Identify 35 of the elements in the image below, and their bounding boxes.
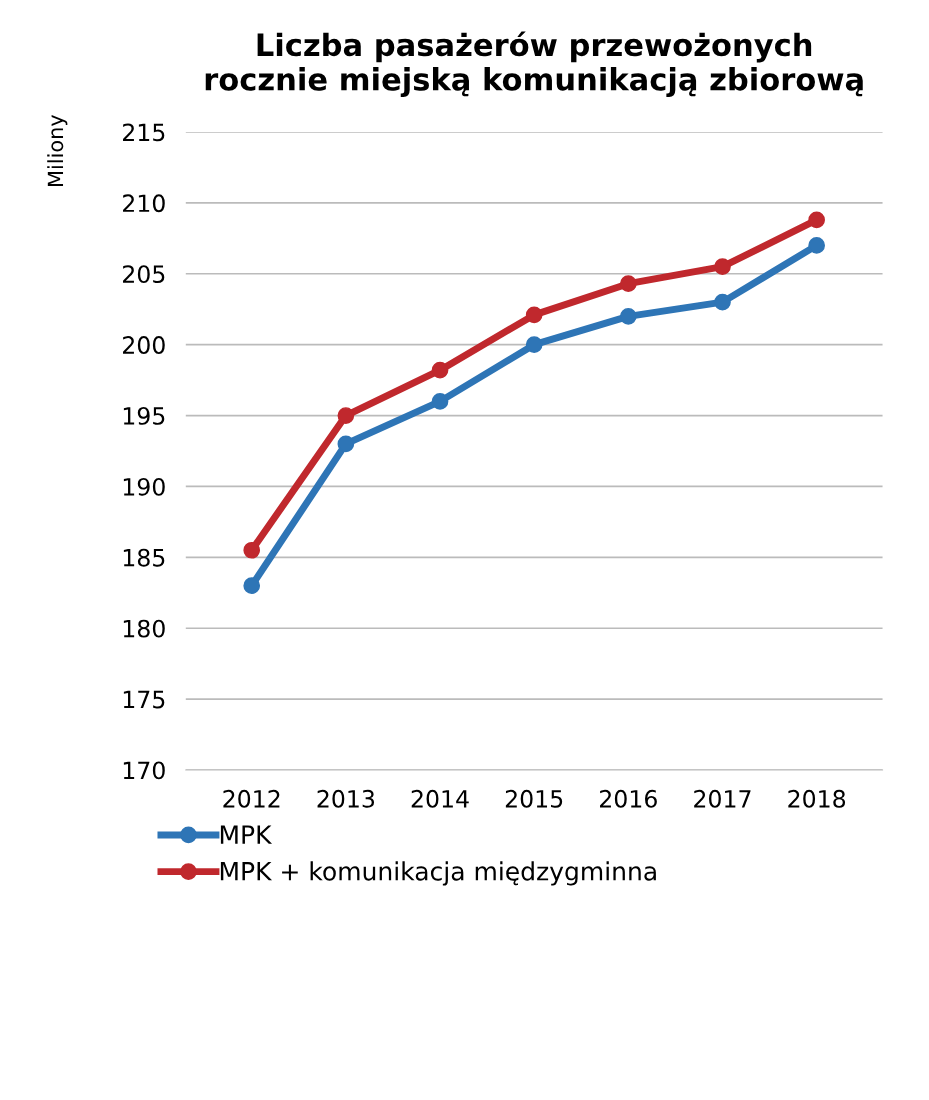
x-tick-label: 2015 [505, 789, 563, 808]
y-tick-label: 215 [123, 123, 165, 142]
point [714, 258, 731, 276]
y-tick-label: 180 [123, 619, 165, 638]
point [431, 361, 449, 379]
x-tick-label: 2017 [694, 789, 751, 808]
y-tick-label: 200 [123, 336, 165, 354]
x-tick-label: 2013 [317, 789, 375, 808]
point [243, 577, 261, 595]
point [525, 306, 543, 324]
point [714, 293, 731, 311]
chart-title: Liczba pasażerów przewożonych rocznie miejską komunikacją zbiorową [205, 31, 863, 97]
legend-label: MPK + komunikacja międzygminna [220, 861, 656, 886]
point [525, 336, 543, 354]
legend-label: MPK [220, 825, 273, 844]
y-axis-title: Miliony [47, 114, 68, 186]
x-tick-label: 2014 [411, 789, 469, 808]
point [808, 211, 825, 229]
point [619, 275, 637, 293]
y-tick-label: 170 [123, 761, 165, 780]
y-tick-label: 175 [123, 690, 165, 709]
point [337, 407, 355, 424]
point [243, 541, 261, 559]
x-tick-label: 2016 [600, 789, 657, 808]
y-tick-label: 190 [123, 477, 165, 496]
y-tick-label: 195 [123, 407, 165, 425]
x-tick-label: 2012 [223, 789, 280, 808]
point [619, 307, 637, 325]
point [431, 393, 449, 410]
y-tick-label: 205 [123, 265, 165, 284]
point [337, 435, 355, 453]
y-tick-label: 210 [123, 194, 165, 213]
x-tick-label: 2018 [788, 789, 846, 808]
y-tick-label: 185 [123, 548, 165, 567]
point [808, 237, 825, 254]
